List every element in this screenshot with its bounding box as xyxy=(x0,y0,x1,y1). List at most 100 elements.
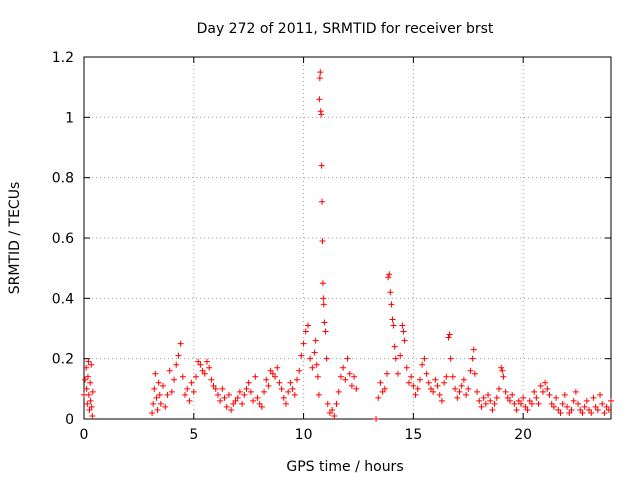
data-point xyxy=(322,328,329,335)
y-tick-label: 0.2 xyxy=(52,352,74,368)
data-point xyxy=(313,361,320,368)
data-point xyxy=(236,388,243,395)
data-point xyxy=(425,379,432,386)
data-point xyxy=(535,400,542,407)
data-point xyxy=(157,400,164,407)
data-point xyxy=(489,406,496,413)
data-point xyxy=(162,403,169,410)
data-point xyxy=(548,400,555,407)
data-point xyxy=(387,289,394,296)
data-point xyxy=(454,394,461,401)
data-point xyxy=(588,409,595,416)
data-point xyxy=(199,367,206,374)
data-point xyxy=(201,370,208,377)
data-point xyxy=(150,400,157,407)
data-point xyxy=(476,397,483,404)
data-point xyxy=(329,406,336,413)
chart-title: Day 272 of 2011, SRMTID for receiver brs… xyxy=(197,21,494,37)
x-tick-label: 20 xyxy=(514,427,532,443)
data-point xyxy=(392,355,399,362)
data-point xyxy=(250,397,257,404)
data-point xyxy=(184,385,191,392)
data-point xyxy=(225,391,232,398)
data-point xyxy=(302,328,309,335)
y-tick-label: 0.6 xyxy=(52,231,74,247)
data-point xyxy=(414,385,421,392)
data-point xyxy=(397,352,404,359)
data-point xyxy=(179,373,186,380)
data-point xyxy=(445,334,452,341)
data-point xyxy=(85,358,92,365)
data-point xyxy=(504,394,511,401)
data-point xyxy=(319,238,326,245)
data-point xyxy=(228,406,235,413)
data-point xyxy=(423,370,430,377)
data-point xyxy=(177,340,184,347)
data-point xyxy=(482,400,489,407)
data-point xyxy=(430,388,437,395)
data-point xyxy=(230,400,237,407)
data-point xyxy=(256,400,263,407)
data-point xyxy=(219,385,226,392)
data-point xyxy=(340,364,347,371)
data-point xyxy=(509,391,516,398)
data-point xyxy=(603,403,610,410)
data-point xyxy=(594,406,601,413)
data-point xyxy=(333,400,340,407)
data-point xyxy=(311,349,318,356)
data-point xyxy=(557,409,564,416)
data-point xyxy=(470,346,477,353)
data-point xyxy=(526,397,533,404)
data-point xyxy=(316,75,323,82)
data-point xyxy=(515,397,522,404)
data-point xyxy=(206,364,213,371)
data-point xyxy=(577,406,584,413)
data-point xyxy=(298,352,305,359)
data-point xyxy=(324,400,331,407)
x-axis-label: GPS time / hours xyxy=(286,459,403,475)
data-point xyxy=(82,376,89,383)
data-point xyxy=(318,111,325,118)
y-axis-label: SRMTID / TECUs xyxy=(7,182,23,295)
data-point xyxy=(190,388,197,395)
data-point xyxy=(245,379,252,386)
data-point xyxy=(149,409,156,416)
data-point xyxy=(498,364,505,371)
data-point xyxy=(335,388,342,395)
data-point xyxy=(278,385,285,392)
data-point xyxy=(408,373,415,380)
data-point xyxy=(395,370,402,377)
data-point xyxy=(289,385,296,392)
data-point xyxy=(263,376,270,383)
data-point xyxy=(474,388,481,395)
data-point xyxy=(412,391,419,398)
data-point xyxy=(467,367,474,374)
x-tick-label: 10 xyxy=(295,427,313,443)
data-point xyxy=(570,397,577,404)
data-point xyxy=(441,379,448,386)
data-point xyxy=(300,340,307,347)
data-point xyxy=(469,355,476,362)
data-point xyxy=(373,416,380,422)
data-point xyxy=(87,397,94,404)
data-point xyxy=(528,400,535,407)
data-point xyxy=(385,274,392,281)
data-point xyxy=(280,394,287,401)
data-point xyxy=(436,391,443,398)
data-point xyxy=(83,364,90,371)
data-point xyxy=(188,379,195,386)
data-point xyxy=(390,322,397,329)
data-point xyxy=(261,388,268,395)
data-point xyxy=(511,400,518,407)
axis-tick-labels: 0 5 10 15 20 0 0.2 0.4 0.6 0.8 1 1.2 xyxy=(52,50,532,443)
plot-frame xyxy=(83,56,612,420)
grid xyxy=(84,57,611,419)
x-tick-label: 15 xyxy=(404,427,422,443)
data-point xyxy=(524,406,531,413)
data-point xyxy=(254,394,261,401)
data-point xyxy=(326,409,333,416)
data-point xyxy=(608,397,614,404)
data-point xyxy=(154,406,161,413)
data-point xyxy=(601,409,608,416)
